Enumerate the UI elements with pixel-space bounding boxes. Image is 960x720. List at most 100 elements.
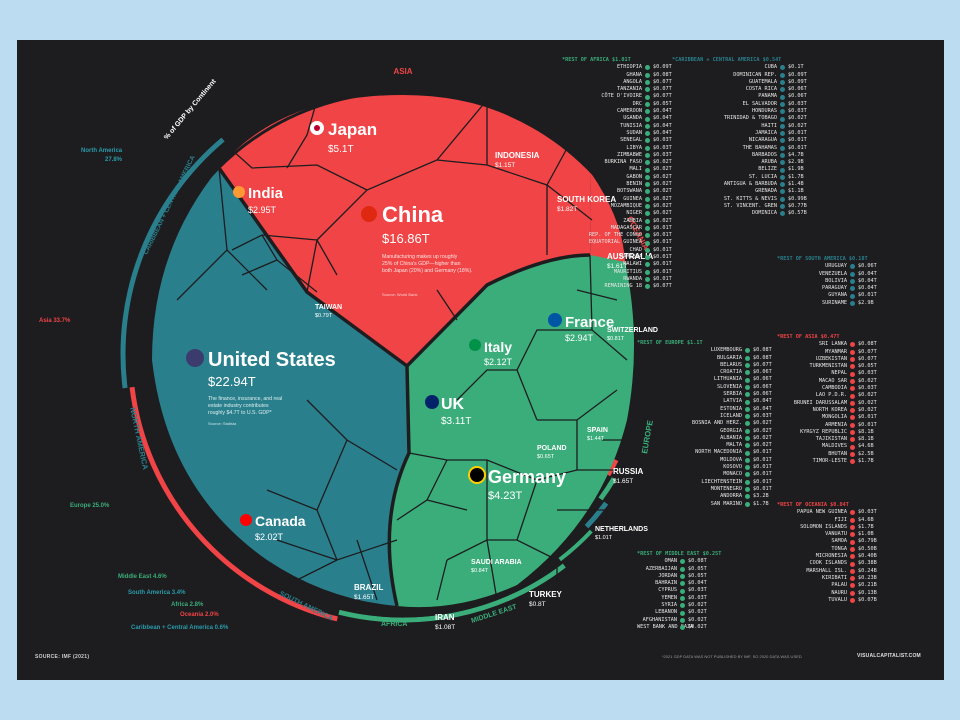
- cell-border-33: [226, 249, 268, 291]
- list-header: *REST OF ASIA $0.47T: [777, 334, 840, 340]
- region-asia: [219, 95, 591, 366]
- flag-icon: [780, 65, 785, 71]
- list-item: TAJIKISTAN $8.1B: [815, 436, 874, 443]
- flag-icon: [745, 487, 750, 493]
- list-item: ARUBA $2.9B: [761, 159, 804, 166]
- flag-icon: [680, 610, 685, 616]
- flag-icon: [850, 264, 855, 270]
- flag-icon: [850, 532, 855, 538]
- list-item: BURKINA FASO $0.02T: [604, 159, 672, 166]
- value-japan: $5.1T: [328, 144, 354, 155]
- list-item: TONGA $0.50B: [831, 545, 877, 552]
- flag-icon: [645, 153, 650, 158]
- cell-border-5: [546, 129, 578, 186]
- list-item: SAMOA $0.79B: [831, 538, 877, 545]
- cell-border-21: [436, 559, 448, 601]
- flag-icon: [850, 286, 855, 292]
- label-north-america: NORTH AMERICA: [128, 407, 150, 472]
- flag-icon: [745, 457, 750, 463]
- flag-icon: [850, 590, 855, 596]
- list-item: WEST BANK AND GAZA $0.02T: [637, 623, 707, 631]
- list-item: KIRIBATI $0.23B: [822, 574, 877, 582]
- flag-icon: [745, 370, 750, 376]
- list-item: ANDORRA $3.2B: [720, 493, 769, 500]
- label-taiwan: TAIWAN: [315, 304, 342, 311]
- country-cell-borders: [176, 99, 628, 601]
- list-item: ANGOLA $0.07T: [623, 78, 672, 86]
- flag-icon: [850, 568, 855, 574]
- flag-icon: [645, 262, 650, 268]
- flag-icon: [780, 145, 785, 151]
- list-item: FIJI $4.6B: [834, 516, 874, 523]
- cell-border-9: [316, 239, 338, 276]
- note-us: The finance, insurance, and real estate …: [208, 396, 284, 416]
- flag-icon: [745, 363, 750, 369]
- flag-icon: [850, 561, 855, 567]
- flag-icon: [745, 348, 750, 354]
- list-item: DRC $0.05T: [632, 100, 672, 107]
- list-item: ZIMBABWE $0.03T: [617, 151, 672, 158]
- label-saudi-arabia: SAUDI ARABIA: [471, 559, 522, 566]
- list-item: EQUATORIAL GUINEA $0.01T: [588, 239, 672, 246]
- list-item: ALBANIA $0.02T: [720, 434, 772, 441]
- list-item: SUDAN $0.04T: [626, 129, 672, 137]
- outer-ring: [139, 90, 667, 618]
- list-item: BULGARIA $0.08T: [717, 354, 772, 361]
- share-arc-2: [338, 563, 566, 623]
- list-item: REMAINING 18 $0.07T: [604, 283, 672, 290]
- flag-icon: [645, 218, 650, 224]
- value-china: $16.86T: [382, 231, 430, 246]
- list-item: AZERBAIJAN $0.05T: [645, 565, 707, 572]
- list-item: MONGOLIA $0.01T: [822, 414, 877, 421]
- label-indonesia: INDONESIA: [495, 151, 540, 160]
- flag-icon: [645, 94, 650, 100]
- flag-icon: [680, 581, 685, 587]
- flag-icon: [850, 400, 855, 406]
- list-item: ANTIGUA & BARBUDA $1.4B: [723, 181, 804, 188]
- value-australia: $1.61T: [607, 263, 627, 270]
- label-turkey: TURKEY: [529, 590, 563, 599]
- flag-icon: [745, 414, 750, 420]
- share-africa: Africa 2.8%: [171, 602, 204, 608]
- continent-share-arcs: [120, 137, 619, 623]
- list-item: SOLOMON ISLANDS $1.7B: [800, 523, 874, 531]
- gdp-voronoi-chart: ASIA OCEANIA EUROPE MIDDLE EAST AFRICA S…: [39, 67, 667, 631]
- list-item: SLOVENIA $0.06T: [717, 383, 772, 390]
- flag-icon: [780, 116, 785, 122]
- list-item: CÔTE D'IVOIRE $0.07T: [601, 93, 672, 100]
- flag-icon: [745, 384, 750, 390]
- flag-france-icon: [548, 313, 562, 327]
- cell-border-23: [408, 452, 448, 461]
- flag-icon: [780, 109, 785, 115]
- list-item: SRI LANKA $0.08T: [818, 341, 877, 348]
- flag-icon: [680, 588, 685, 594]
- share-caribbean: Caribbean + Central America 0.6%: [131, 625, 229, 631]
- flag-icon: [745, 392, 750, 398]
- list-header: *REST OF AFRICA $1.01T: [562, 57, 631, 63]
- list-item: KYRGYZ REPUBLIC $8.1B: [800, 428, 874, 435]
- flag-icon: [780, 80, 785, 86]
- list-item: JORDAN $0.05T: [658, 572, 707, 580]
- flag-icon: [745, 421, 750, 427]
- label-japan: Japan: [328, 120, 377, 139]
- flag-icon: [645, 167, 650, 173]
- flag-icon: [850, 386, 855, 392]
- flag-icon: [745, 428, 750, 434]
- value-france: $2.94T: [565, 333, 594, 343]
- flag-china-icon: [361, 206, 377, 222]
- list-item: PAPUA NEW GUINEA $0.03T: [797, 509, 877, 516]
- flag-icon: [645, 284, 650, 290]
- share-arc-5: [598, 477, 617, 501]
- region-europe-me-africa: [389, 255, 635, 608]
- flag-icon: [850, 546, 855, 552]
- list-item: AFGHANISTAN $0.02T: [642, 616, 707, 623]
- flag-icon: [850, 415, 855, 421]
- list-item: LATVIA $0.04T: [723, 398, 772, 405]
- cell-border-31: [276, 539, 338, 561]
- list-item: JAMAICA $0.01T: [755, 129, 807, 137]
- list-item: DOMINICA $0.57B: [752, 210, 807, 217]
- flag-icon: [745, 494, 750, 500]
- value-turkey: $0.8T: [529, 601, 546, 608]
- value-taiwan: $0.79T: [315, 313, 333, 319]
- value-russia: $1.65T: [613, 478, 633, 485]
